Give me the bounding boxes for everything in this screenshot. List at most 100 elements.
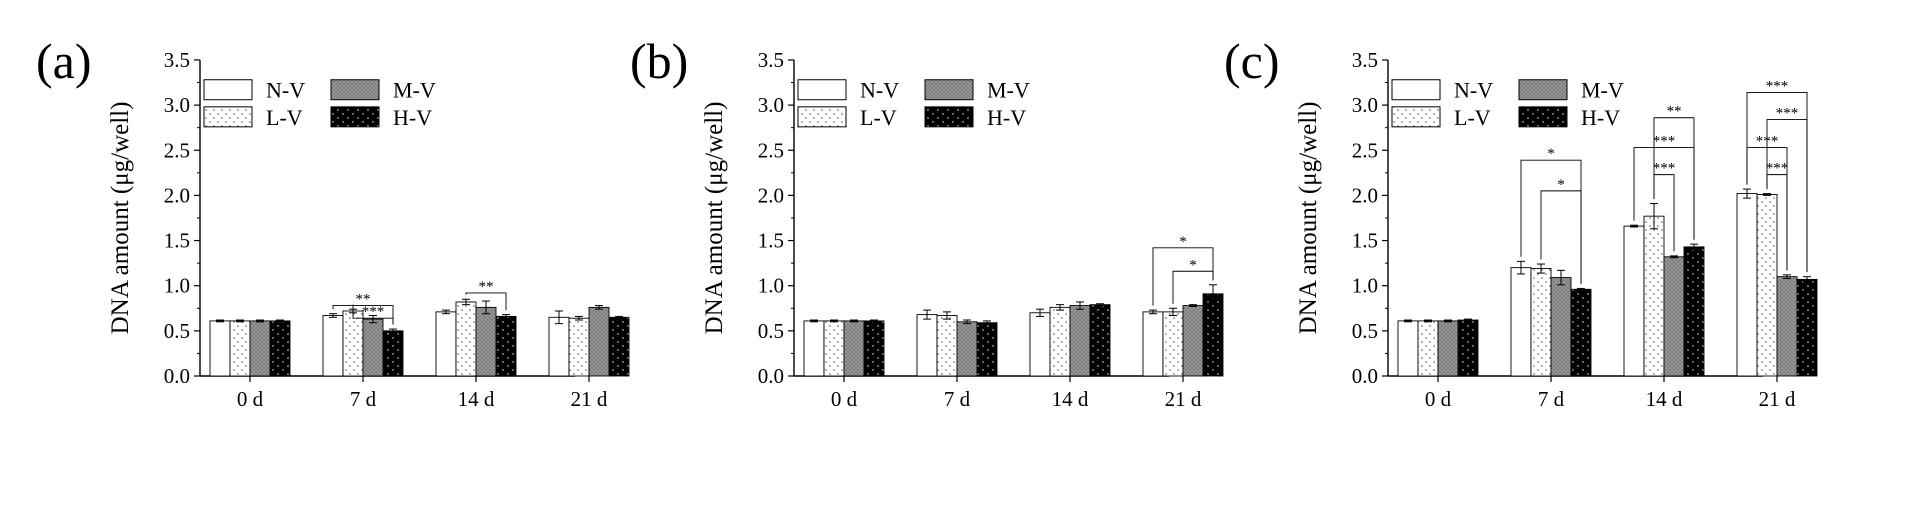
bar <box>495 315 517 377</box>
legend-label: N-V <box>266 78 305 103</box>
y-tick-label: 1.5 <box>164 229 190 253</box>
significance-label: * <box>1189 257 1197 273</box>
legend-swatch <box>1518 79 1568 101</box>
bar <box>568 317 590 377</box>
x-tick-label: 14 d <box>1052 387 1089 411</box>
significance-label: *** <box>1653 134 1676 150</box>
bar <box>1029 312 1051 377</box>
significance-bracket <box>465 292 507 311</box>
legend-swatch <box>1518 106 1568 128</box>
y-tick-label: 2.0 <box>1352 183 1378 207</box>
x-tick-label: 0 d <box>237 387 264 411</box>
bar <box>322 315 344 377</box>
bar <box>1623 225 1645 377</box>
y-axis-label: DNA amount (μg/well) <box>1295 102 1322 335</box>
x-tick-label: 21 d <box>571 387 608 411</box>
bar <box>1069 305 1091 377</box>
legend-label: L-V <box>1454 105 1491 130</box>
panel-label: (a) <box>36 33 92 89</box>
significance-bracket <box>1633 147 1695 240</box>
y-tick-label: 3.0 <box>1352 93 1378 117</box>
bar <box>229 320 251 377</box>
significance-label: *** <box>1653 161 1676 177</box>
significance-bracket <box>1540 190 1582 284</box>
bar <box>548 316 570 377</box>
x-tick-label: 0 d <box>831 387 858 411</box>
bar <box>1736 193 1758 377</box>
significance-bracket <box>1172 270 1214 304</box>
bar <box>342 310 364 377</box>
legend-swatch <box>924 106 974 128</box>
y-tick-label: 0.0 <box>1352 364 1378 388</box>
legend-label: M-V <box>987 78 1030 103</box>
y-axis-label: DNA amount (μg/well) <box>701 102 728 335</box>
y-tick-label: 1.0 <box>1352 274 1378 298</box>
legend-swatch <box>330 79 380 101</box>
bar <box>1570 288 1592 377</box>
y-tick-label: 3.5 <box>1352 48 1378 72</box>
y-tick-label: 2.5 <box>1352 138 1378 162</box>
significance-bracket <box>1520 159 1582 284</box>
bar <box>1202 293 1224 377</box>
bar <box>1049 306 1071 377</box>
x-tick-label: 21 d <box>1165 387 1202 411</box>
bar <box>823 320 845 377</box>
bar <box>1550 277 1572 377</box>
bar <box>249 320 271 377</box>
significance-bracket <box>352 304 394 325</box>
bar <box>1457 319 1479 377</box>
legend-label: N-V <box>860 78 899 103</box>
y-axis-label: DNA amount (μg/well) <box>107 102 134 335</box>
y-tick-label: 2.5 <box>164 138 190 162</box>
bar <box>1162 311 1184 377</box>
legend-label: L-V <box>266 105 303 130</box>
bar <box>1089 304 1111 377</box>
panel-label: (c) <box>1224 33 1280 89</box>
y-tick-label: 2.0 <box>164 183 190 207</box>
legend-label: L-V <box>860 105 897 130</box>
legend-swatch <box>330 106 380 128</box>
significance-label: *** <box>1766 161 1789 177</box>
x-tick-label: 7 d <box>350 387 377 411</box>
legend-label: H-V <box>987 105 1026 130</box>
significance-label: *** <box>1756 134 1779 150</box>
x-tick-label: 21 d <box>1759 387 1796 411</box>
significance-bracket <box>1766 174 1788 271</box>
bar <box>863 320 885 377</box>
bar <box>1530 268 1552 377</box>
y-tick-label: 0.0 <box>758 364 784 388</box>
legend-label: H-V <box>1581 105 1620 130</box>
significance-bracket <box>1152 247 1214 306</box>
significance-label: * <box>1557 177 1565 193</box>
bar <box>1182 305 1204 377</box>
y-tick-label: 3.5 <box>164 48 190 72</box>
significance-label: ** <box>356 292 371 308</box>
bar <box>1776 276 1798 377</box>
bar <box>1683 246 1705 377</box>
y-tick-label: 0.5 <box>164 319 190 343</box>
x-tick-label: 7 d <box>944 387 971 411</box>
bar <box>1142 311 1164 377</box>
bar <box>455 301 477 377</box>
y-tick-label: 2.0 <box>758 183 784 207</box>
bar <box>362 318 384 377</box>
x-tick-label: 0 d <box>1425 387 1452 411</box>
y-tick-label: 1.0 <box>164 274 190 298</box>
chart-panel: (b) DNA amount (μg/well) 0.0 0.5 1.0 1.5 2.0 2.… <box>630 33 1224 411</box>
y-tick-label: 1.5 <box>758 229 784 253</box>
bar <box>1510 267 1532 377</box>
significance-label: ** <box>1667 104 1682 120</box>
y-tick-label: 0.0 <box>164 364 190 388</box>
chart-panel: (c) DNA amount (μg/well) 0.0 0.5 1.0 1.5 2.0 2.… <box>1224 33 1818 411</box>
bar <box>588 306 610 377</box>
bar <box>976 322 998 377</box>
legend-swatch <box>203 106 253 128</box>
legend-swatch <box>924 79 974 101</box>
bar <box>608 316 630 377</box>
bar <box>435 311 457 377</box>
x-tick-label: 14 d <box>458 387 495 411</box>
bar <box>1397 320 1419 377</box>
significance-bracket <box>1766 119 1808 273</box>
legend-label: N-V <box>1454 78 1493 103</box>
